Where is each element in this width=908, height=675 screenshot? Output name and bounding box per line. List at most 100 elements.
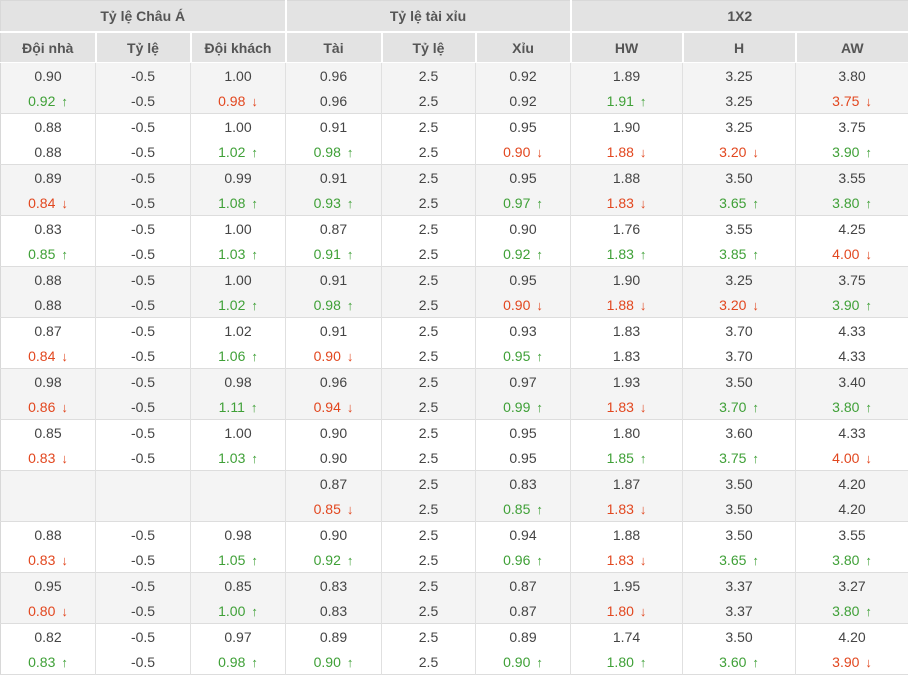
trend-up-icon: ↑ — [865, 297, 872, 313]
odds-cell: -0.5 — [95, 139, 191, 165]
odds-value: 2.5 — [418, 245, 439, 262]
odds-cell: 0.88 — [0, 266, 96, 292]
odds-row: 0.88 -0.5 0.98 0.90 2.5 0.94 1.88 3.50 3.55 — [0, 521, 908, 547]
odds-group: 0.98 -0.5 0.98 0.96 2.5 0.97 1.93 3.50 3.40 0.86 ↓… — [0, 368, 908, 420]
odds-value: 0.87 — [509, 577, 537, 594]
odds-cell: 4.33 — [795, 343, 908, 369]
trend-down-icon: ↓ — [865, 93, 872, 109]
trend-down-icon: ↓ — [639, 501, 647, 517]
odds-row: 0.88 -0.5 1.00 0.91 2.5 0.95 1.90 3.25 3.75 — [0, 113, 908, 139]
odds-cell: 0.95 — [0, 572, 96, 598]
odds-row: 0.88 -0.5 1.00 0.91 2.5 0.95 1.90 3.25 3.75 — [0, 266, 908, 292]
odds-cell: 1.87 — [570, 470, 683, 496]
section-header-1x2: 1X2 — [569, 0, 908, 33]
odds-cell: 0.93 ↑ — [285, 190, 382, 216]
odds-value: 1.83 — [606, 245, 634, 262]
odds-cell: 2.5 — [381, 623, 476, 649]
trend-down-icon: ↓ — [639, 603, 647, 619]
odds-cell: 1.83 ↓ — [570, 394, 683, 420]
odds-value: 4.20 — [838, 475, 866, 492]
odds-cell: 3.80 ↑ — [795, 190, 908, 216]
odds-value: 3.80 — [832, 602, 860, 619]
odds-cell: 1.80 — [570, 419, 683, 445]
odds-cell: 0.98 — [0, 368, 96, 394]
odds-cell: 0.92 — [474, 62, 571, 88]
odds-value: 1.74 — [612, 628, 641, 645]
odds-cell: 1.00 ↑ — [190, 598, 286, 624]
odds-value: 2.5 — [418, 602, 439, 619]
odds-cell: 0.92 ↑ — [285, 547, 382, 573]
odds-cell: -0.5 — [95, 623, 191, 649]
odds-cell: 2.5 — [381, 521, 476, 547]
odds-value: 0.90 — [509, 220, 537, 237]
odds-row: 0.87 -0.5 1.02 0.91 2.5 0.93 1.83 3.70 4.33 — [0, 317, 908, 343]
odds-value: 0.91 — [313, 245, 341, 262]
odds-value: 3.50 — [725, 500, 753, 517]
trend-down-icon: ↓ — [865, 246, 872, 262]
odds-cell: 1.95 — [570, 572, 683, 598]
odds-cell: 3.75 — [795, 113, 908, 139]
trend-down-icon: ↓ — [865, 654, 872, 670]
odds-cell: 1.05 ↑ — [190, 547, 286, 573]
trend-down-icon: ↓ — [61, 552, 68, 568]
odds-cell: 0.87 — [474, 598, 571, 624]
odds-cell: 3.55 — [682, 215, 796, 241]
odds-cell: 0.91 — [285, 266, 382, 292]
odds-value: -0.5 — [130, 551, 156, 568]
odds-cell — [0, 496, 96, 522]
odds-cell: 2.5 — [381, 317, 476, 343]
column-header-home-win: HW — [569, 32, 683, 63]
odds-value: 1.80 — [606, 602, 634, 619]
odds-value: 2.5 — [418, 118, 439, 135]
odds-cell: -0.5 — [95, 547, 191, 573]
odds-row: 0.85 ↓ 2.5 0.85 ↑ 1.83 ↓ 3.50 4.20 — [0, 496, 908, 522]
odds-cell: 2.5 — [381, 139, 476, 165]
trend-up-icon: ↑ — [639, 654, 647, 670]
trend-up-icon: ↑ — [346, 552, 354, 568]
odds-value: 3.37 — [725, 602, 753, 619]
odds-value: -0.5 — [130, 653, 156, 670]
column-header-under: Xỉu — [474, 32, 571, 63]
trend-up-icon: ↑ — [865, 399, 872, 415]
trend-down-icon: ↓ — [639, 297, 647, 313]
odds-value: -0.5 — [130, 220, 156, 237]
odds-cell: 4.25 — [795, 215, 908, 241]
odds-cell: 3.85 ↑ — [682, 241, 796, 267]
odds-group: 0.88 -0.5 1.00 0.91 2.5 0.95 1.90 3.25 3.75 0.88 -… — [0, 266, 908, 318]
odds-cell: 3.80 ↑ — [795, 598, 908, 624]
odds-cell: 0.87 — [474, 572, 571, 598]
odds-value: 1.91 — [606, 92, 634, 109]
odds-value: 0.96 — [319, 92, 348, 109]
odds-value: 0.92 — [503, 245, 531, 262]
odds-cell: 0.95 — [474, 266, 571, 292]
odds-value: 1.00 — [224, 424, 252, 441]
odds-value: 2.5 — [418, 322, 439, 339]
odds-value: 0.90 — [503, 296, 531, 313]
odds-cell: 0.89 — [474, 623, 571, 649]
odds-cell: -0.5 — [95, 215, 191, 241]
odds-value: 0.92 — [509, 67, 537, 84]
odds-value: 0.98 — [34, 373, 62, 390]
odds-value: 0.87 — [509, 602, 537, 619]
odds-cell: 0.90 ↓ — [285, 343, 382, 369]
trend-up-icon: ↑ — [752, 450, 759, 466]
odds-cell: 1.83 ↓ — [570, 547, 683, 573]
odds-cell: 4.20 — [795, 623, 908, 649]
trend-up-icon: ↑ — [639, 450, 647, 466]
odds-cell: 1.00 — [190, 113, 286, 139]
odds-cell: -0.5 — [95, 88, 191, 114]
odds-cell: 4.00 ↓ — [795, 241, 908, 267]
odds-value: 2.5 — [418, 424, 439, 441]
trend-down-icon: ↓ — [61, 348, 68, 364]
odds-cell: 2.5 — [381, 547, 476, 573]
odds-cell: 2.5 — [381, 190, 476, 216]
odds-value: 1.80 — [612, 424, 641, 441]
odds-cell: 1.88 ↓ — [570, 139, 683, 165]
odds-value: 0.87 — [319, 475, 348, 492]
odds-row: 0.95 -0.5 0.85 0.83 2.5 0.87 1.95 3.37 3.27 — [0, 572, 908, 598]
odds-value: 0.98 — [313, 143, 341, 160]
odds-cell: 0.98 ↑ — [190, 649, 286, 675]
odds-value: 3.50 — [725, 628, 753, 645]
odds-cell: 0.97 — [474, 368, 571, 394]
